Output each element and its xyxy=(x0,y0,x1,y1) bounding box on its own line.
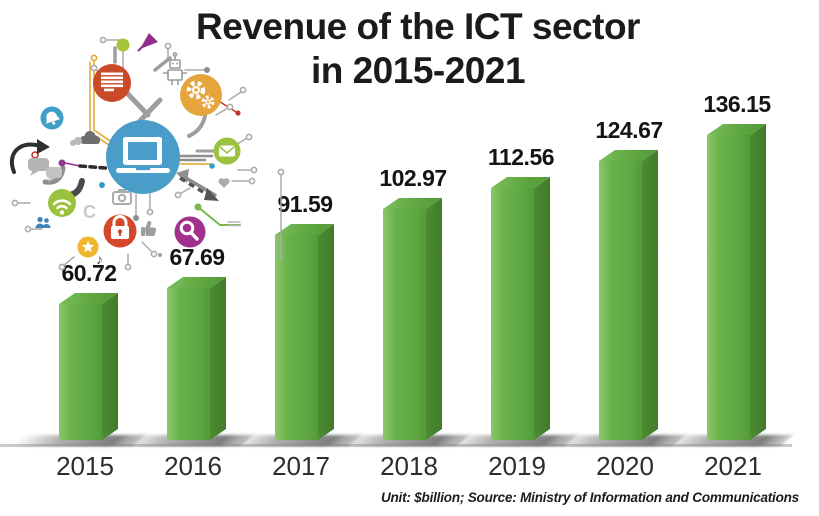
bar-front-face xyxy=(707,135,750,440)
bar-front-face xyxy=(599,161,642,440)
x-axis-label-2015: 2015 xyxy=(56,451,114,481)
chart-title-line2: in 2015-2021 xyxy=(310,50,526,92)
x-axis-label-2016: 2016 xyxy=(164,451,222,481)
x-axis-label-2021: 2021 xyxy=(704,451,762,481)
bar-front-face xyxy=(383,209,426,440)
heart-icon xyxy=(218,178,230,188)
robot-icon xyxy=(163,52,187,85)
chart-title: Revenue of the ICT sector in 2015-2021 xyxy=(128,5,708,94)
document-icon xyxy=(93,64,131,102)
x-axis-label-2020: 2020 xyxy=(596,451,654,481)
music-note-icon: ♪ xyxy=(96,251,103,267)
magnifier-icon xyxy=(174,216,206,248)
pushpin-icon xyxy=(137,33,158,52)
bell-icon xyxy=(40,106,64,130)
bar-top-face xyxy=(599,150,658,161)
bar-side-face xyxy=(426,198,442,440)
x-axis-label-2019: 2019 xyxy=(488,451,546,481)
x-axis-label-2017: 2017 xyxy=(272,451,330,481)
curved-arrow-icon xyxy=(10,139,50,174)
bar-front-face xyxy=(59,304,102,440)
lock-icon xyxy=(103,214,137,248)
envelope-icon xyxy=(213,137,241,165)
wifi-icon xyxy=(48,189,76,217)
speech-bubbles-icon xyxy=(28,158,62,182)
bar-top-face xyxy=(275,224,334,235)
bar-top-face xyxy=(383,198,442,209)
dashed-arrow-icon xyxy=(179,176,219,201)
bar-side-face xyxy=(210,277,226,440)
bar-side-face xyxy=(642,150,658,440)
bar-top-face xyxy=(707,124,766,135)
bar-side-face xyxy=(102,293,118,440)
bar-value-label: 102.97 xyxy=(379,165,447,191)
bar-side-face xyxy=(750,124,766,440)
bar-value-label: 60.72 xyxy=(61,260,117,286)
ict-network-illustration: C ♪ xyxy=(10,33,285,271)
laptop-icon xyxy=(106,120,180,194)
bar-value-label: 67.69 xyxy=(169,244,225,270)
bar-front-face xyxy=(275,235,318,440)
circuit-nodes xyxy=(11,36,285,271)
bar-top-face xyxy=(491,177,550,188)
bar-top-face xyxy=(167,277,226,288)
x-axis-label-2018: 2018 xyxy=(380,451,438,481)
users-icon xyxy=(35,216,51,228)
gears-icon xyxy=(180,74,222,116)
bar-top-face xyxy=(59,293,118,304)
camera-icon xyxy=(112,189,132,205)
source-footnote: Unit: $billion; Source: Ministry of Info… xyxy=(380,490,799,505)
bar-value-label: 124.67 xyxy=(595,117,663,143)
circuit-dots xyxy=(58,38,241,257)
chart-title-line1: Revenue of the ICT sector xyxy=(196,6,640,47)
thumbs-up-icon xyxy=(141,221,157,237)
bar-side-face xyxy=(318,224,334,440)
bar-value-label: 136.15 xyxy=(703,91,771,117)
star-icon xyxy=(77,236,99,258)
bar-value-label: 112.56 xyxy=(487,144,555,170)
bar-front-face xyxy=(491,188,534,440)
bar-front-face xyxy=(167,288,210,440)
refresh-icon: C xyxy=(83,202,96,222)
bar-value-label: 91.59 xyxy=(277,191,333,217)
bar-side-face xyxy=(534,177,550,440)
circuit-traces xyxy=(16,39,282,266)
cloud-icon xyxy=(70,131,100,146)
